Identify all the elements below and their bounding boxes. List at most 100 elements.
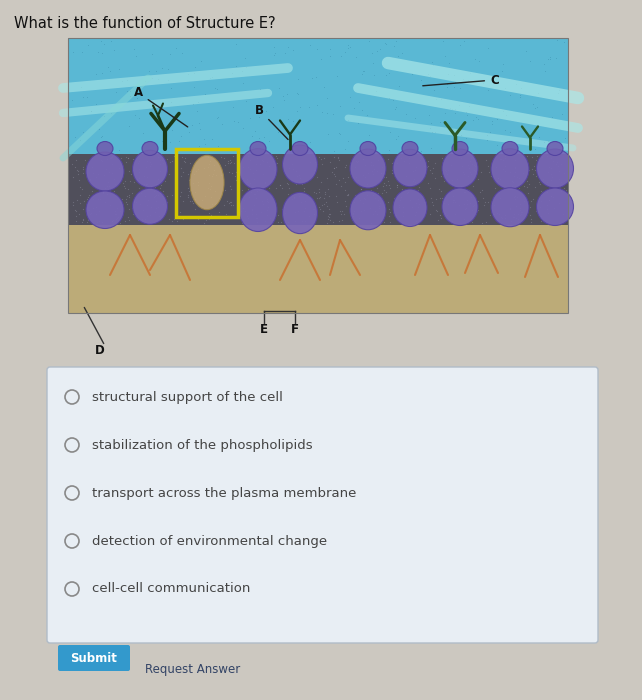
Point xyxy=(309,209,319,220)
Point xyxy=(88,194,98,205)
Point xyxy=(214,206,225,218)
Point xyxy=(140,180,150,191)
Point xyxy=(493,172,503,183)
Point xyxy=(456,180,466,191)
Point xyxy=(221,209,231,220)
Point xyxy=(299,205,309,216)
Point xyxy=(82,194,92,205)
Point xyxy=(163,63,173,74)
Point xyxy=(189,81,200,92)
Point xyxy=(216,118,227,130)
Point xyxy=(414,176,424,188)
Point xyxy=(477,217,487,228)
Point xyxy=(107,216,117,227)
Point xyxy=(245,163,255,174)
Point xyxy=(237,184,247,195)
Point xyxy=(392,181,403,193)
Point xyxy=(367,166,377,177)
Point xyxy=(242,176,252,188)
Point xyxy=(108,45,119,56)
Point xyxy=(262,196,272,207)
Point xyxy=(107,153,117,164)
Point xyxy=(123,120,134,132)
Point xyxy=(291,166,301,177)
Point xyxy=(434,183,444,195)
Point xyxy=(243,150,254,162)
Point xyxy=(372,165,382,176)
Point xyxy=(456,153,467,164)
Point xyxy=(469,174,479,185)
Point xyxy=(376,168,386,179)
Point xyxy=(225,155,235,166)
Point xyxy=(319,153,329,164)
Point xyxy=(437,193,447,204)
Point xyxy=(458,167,468,178)
Point xyxy=(431,205,441,216)
Point xyxy=(279,202,290,213)
Point xyxy=(369,164,379,175)
Point xyxy=(458,213,469,224)
Point xyxy=(470,166,480,177)
Point xyxy=(318,206,329,217)
Point xyxy=(158,198,168,209)
Point xyxy=(122,199,132,210)
Point xyxy=(454,77,464,88)
Point xyxy=(75,190,85,201)
Point xyxy=(428,126,438,137)
Point xyxy=(69,132,80,143)
Point xyxy=(364,130,374,141)
Point xyxy=(80,155,91,166)
Point xyxy=(92,216,102,228)
Point xyxy=(347,207,358,218)
Point xyxy=(129,197,139,208)
Point xyxy=(533,155,543,167)
Point xyxy=(167,189,177,200)
Point xyxy=(342,189,352,200)
Point xyxy=(155,187,166,198)
Point xyxy=(152,178,162,190)
Point xyxy=(182,169,193,180)
Point xyxy=(193,179,204,190)
Ellipse shape xyxy=(86,191,124,228)
Point xyxy=(438,35,448,46)
Point xyxy=(322,129,333,140)
Point xyxy=(486,159,496,170)
Point xyxy=(279,94,290,106)
Point xyxy=(553,160,564,172)
Point xyxy=(430,157,440,168)
Point xyxy=(143,210,153,221)
Point xyxy=(209,164,219,176)
Point xyxy=(134,156,144,167)
Point xyxy=(554,166,564,177)
Point xyxy=(300,216,310,227)
Point xyxy=(180,156,190,167)
Point xyxy=(552,156,562,167)
Point xyxy=(116,152,126,163)
Point xyxy=(467,216,477,228)
Point xyxy=(471,208,481,219)
Point xyxy=(343,190,354,201)
Text: detection of environmental change: detection of environmental change xyxy=(92,535,327,547)
Point xyxy=(272,153,282,164)
Point xyxy=(323,211,333,222)
Bar xyxy=(68,225,568,313)
Point xyxy=(510,194,520,205)
Point xyxy=(443,164,453,175)
Point xyxy=(241,95,252,106)
Point xyxy=(101,163,111,174)
Point xyxy=(87,161,98,172)
Point xyxy=(116,205,126,216)
Point xyxy=(554,197,564,209)
Point xyxy=(324,50,334,62)
Point xyxy=(483,85,493,96)
Point xyxy=(175,206,186,218)
Ellipse shape xyxy=(292,141,308,155)
Point xyxy=(322,107,332,118)
Point xyxy=(449,181,460,192)
Point xyxy=(345,158,355,169)
Point xyxy=(256,155,266,166)
Point xyxy=(125,85,135,97)
Point xyxy=(76,81,86,92)
Point xyxy=(551,52,561,64)
Point xyxy=(113,211,123,223)
